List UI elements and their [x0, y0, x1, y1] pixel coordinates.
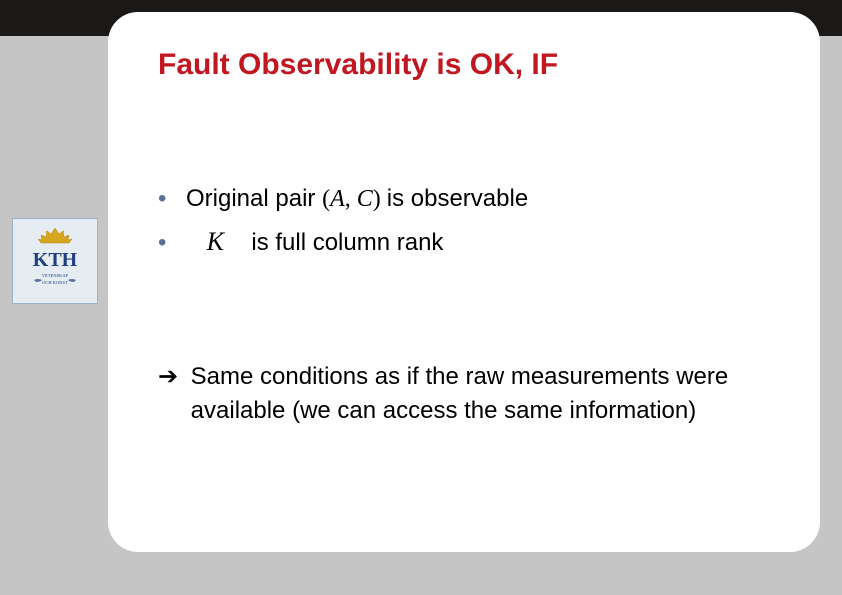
kth-logo: KTH VETENSKAP OCH KONST: [12, 218, 98, 304]
svg-text:OCH KONST: OCH KONST: [42, 280, 68, 285]
kth-logo-svg: KTH VETENSKAP OCH KONST: [16, 222, 94, 300]
conclusion-text: Same conditions as if the raw measuremen…: [191, 360, 781, 427]
math-K: K: [207, 227, 224, 256]
slide-title: Fault Observability is OK, IF: [158, 48, 558, 82]
bullet-item-1: • Original pair (A, C) is observable: [158, 180, 778, 218]
svg-text:VETENSKAP: VETENSKAP: [42, 273, 69, 278]
bullet-dot: •: [158, 224, 186, 261]
conclusion: ➔ Same conditions as if the raw measurem…: [158, 360, 788, 427]
logo-text: KTH: [33, 249, 78, 271]
bullet-2-content: K is full column rank: [186, 222, 443, 262]
bullet-1-content: Original pair (A, C) is observable: [186, 180, 528, 218]
slide-panel: [108, 12, 820, 552]
bullet-dot: •: [158, 180, 186, 217]
bullet-1-prefix: Original pair: [186, 185, 315, 212]
arrow-icon: ➔: [158, 360, 184, 394]
math-pair: (A, C): [322, 186, 387, 212]
bullet-1-suffix: is observable: [387, 185, 528, 212]
bullet-item-2: • K is full column rank: [158, 222, 778, 262]
bottom-bar: [0, 559, 842, 595]
bullet-2-text: is full column rank: [251, 229, 443, 256]
bullet-list: • Original pair (A, C) is observable • K…: [158, 180, 778, 266]
